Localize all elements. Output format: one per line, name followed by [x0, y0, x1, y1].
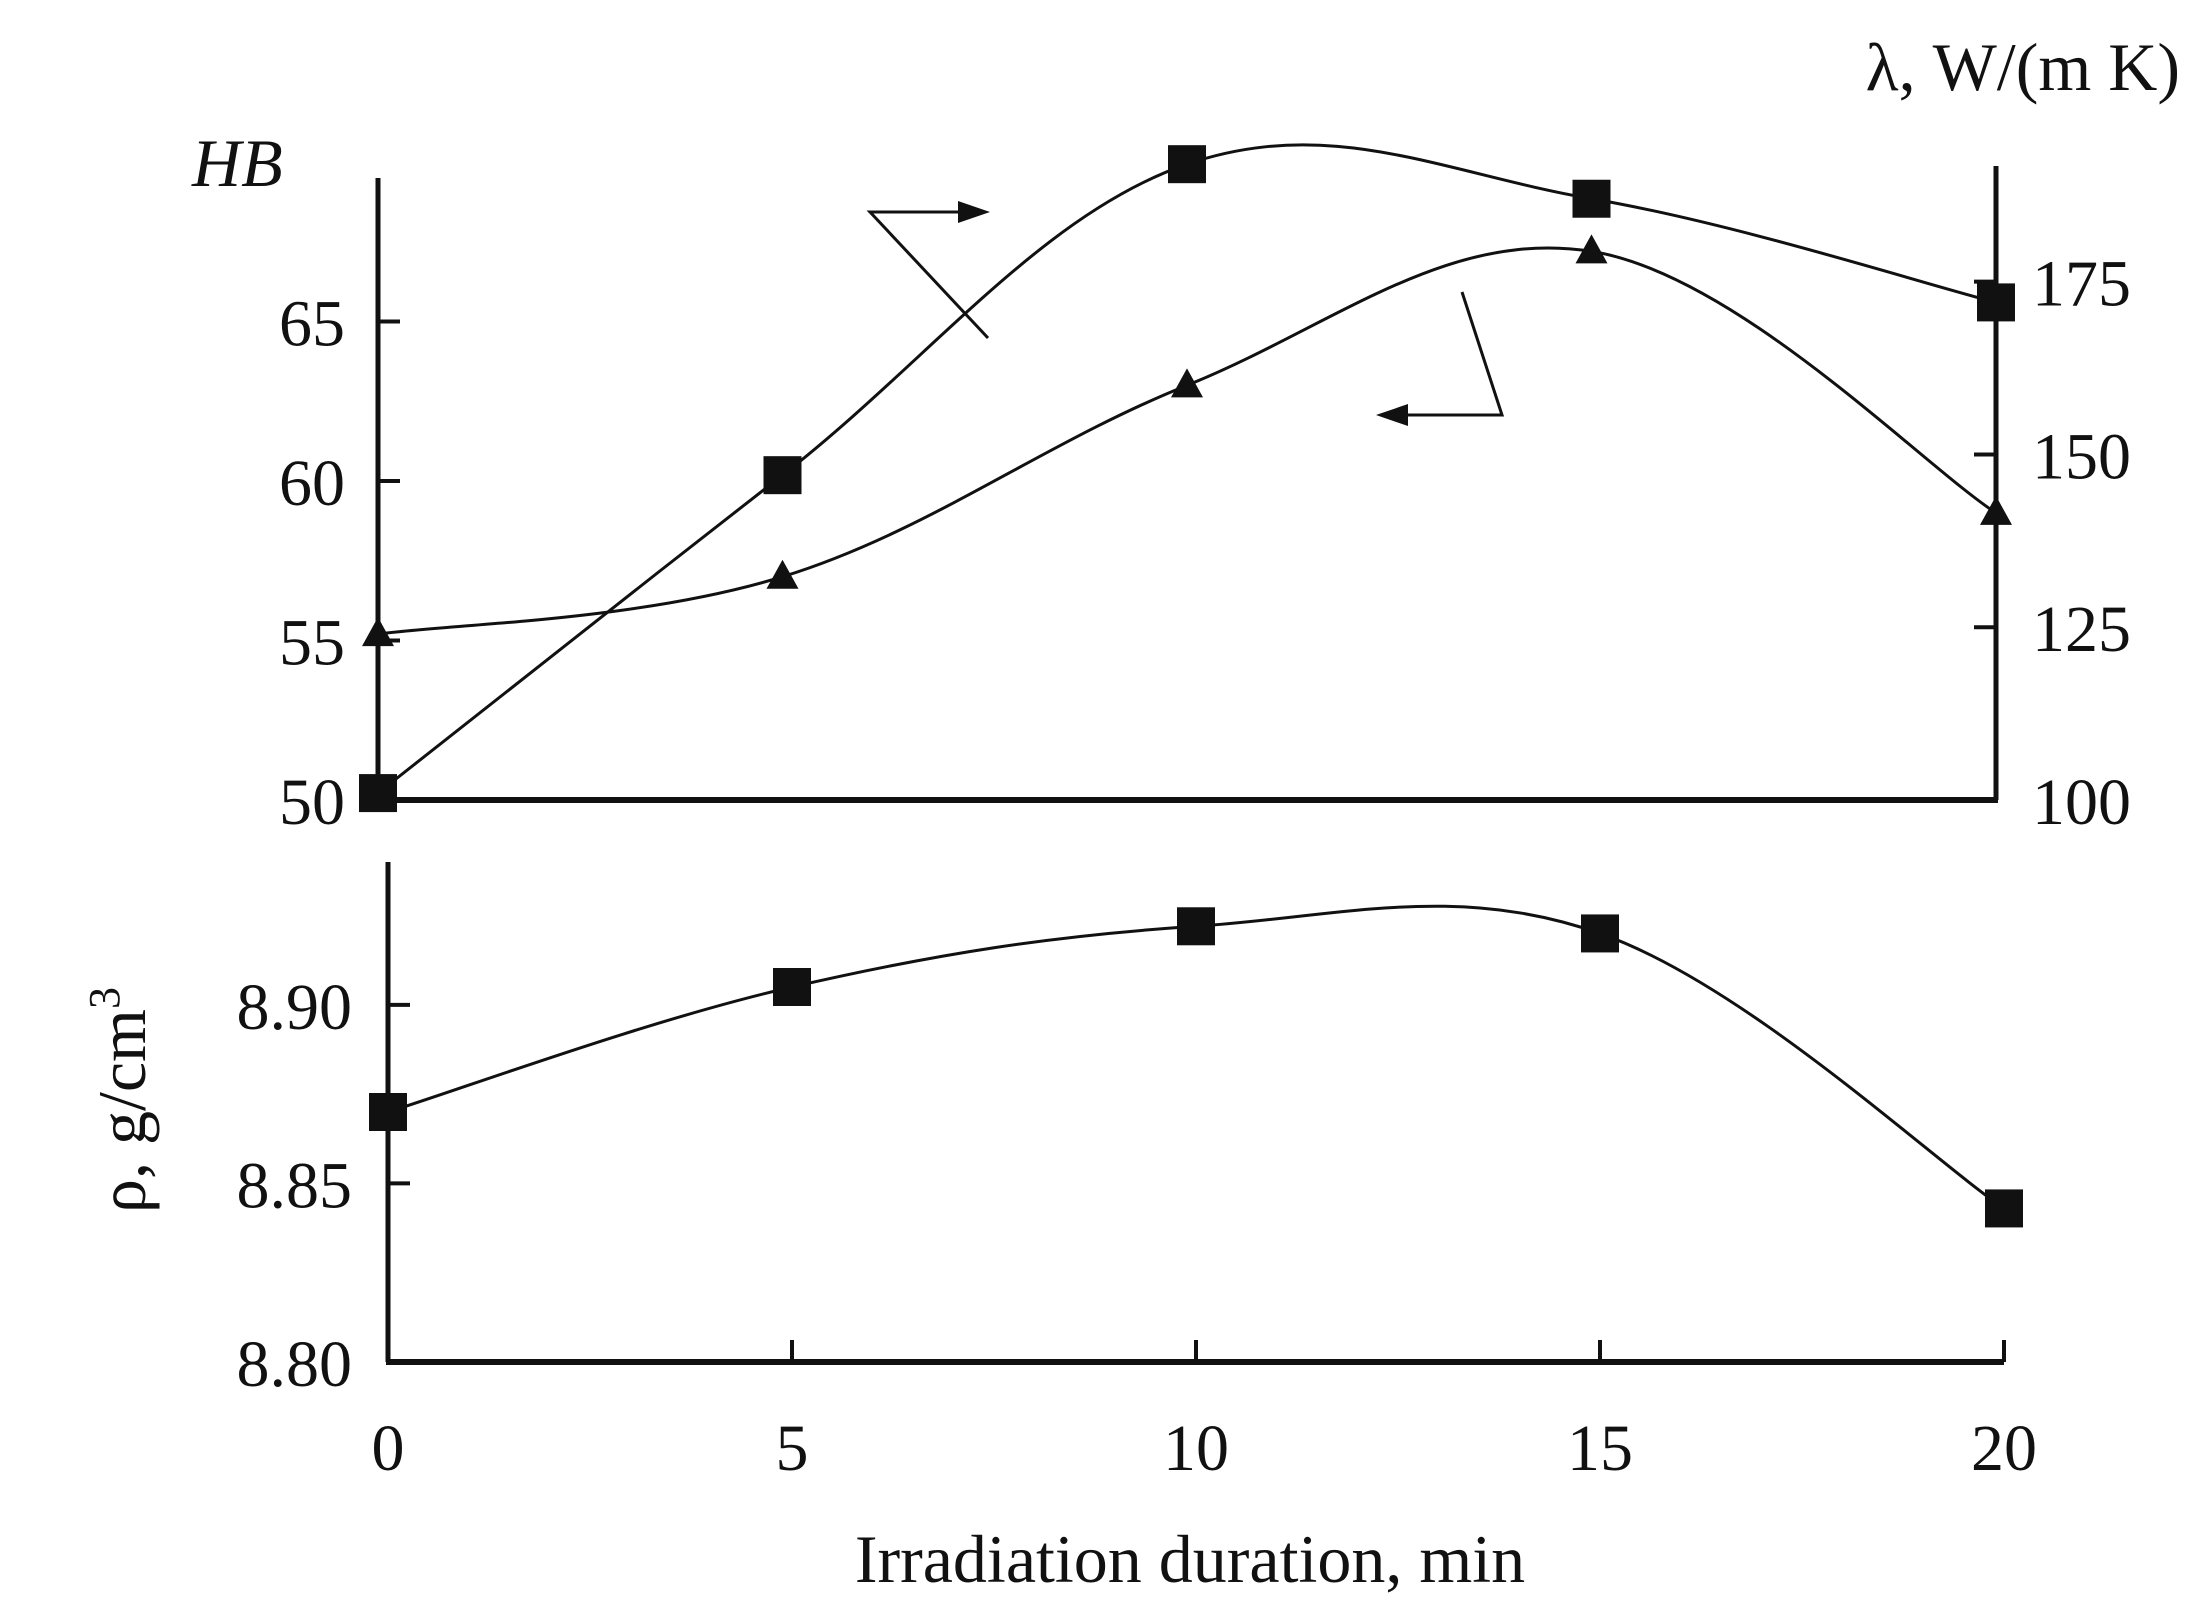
hb-tick-label: 50 — [279, 766, 345, 839]
lambda-tick-label: 125 — [2032, 593, 2131, 666]
lambda-tick-label: 150 — [2032, 420, 2131, 493]
lambda-point — [1572, 179, 1611, 218]
lambda-arrow-annotation — [866, 201, 990, 340]
lambda-tick-label: 175 — [2032, 248, 2131, 321]
density-tick-label: 8.90 — [237, 971, 353, 1044]
density-point — [1177, 907, 1215, 946]
top-panel: HB λ, W/(m K) 50 55 60 65 100 125 150 175 — [191, 29, 2180, 839]
x-axis-ticks: 0 5 10 15 20 — [372, 1340, 2037, 1485]
hb-point — [766, 559, 799, 589]
density-axis-title: ρ, g/cm3 — [80, 987, 160, 1213]
density-point — [773, 968, 811, 1006]
density-ticks: 8.80 8.85 8.90 — [237, 971, 410, 1401]
series-hardness — [362, 234, 2012, 647]
hb-arrowhead — [1376, 404, 1408, 426]
lambda-tick-label: 100 — [2032, 766, 2131, 839]
lambda-curve — [377, 143, 1997, 795]
lambda-arrowhead — [958, 201, 990, 223]
lambda-point — [359, 774, 397, 813]
density-point — [369, 1093, 407, 1131]
density-axis-title-main: ρ, g/cm — [84, 1009, 160, 1213]
x-tick-label: 10 — [1163, 1412, 1229, 1485]
hb-point — [362, 617, 394, 647]
series-thermal-conductivity — [359, 143, 2015, 813]
lambda-point — [763, 456, 802, 495]
x-tick-label: 5 — [776, 1412, 809, 1485]
hb-tick-label: 55 — [279, 607, 345, 680]
hb-arrow-annotation — [1376, 291, 1505, 426]
hb-point — [1980, 495, 2012, 525]
x-tick-label: 15 — [1567, 1412, 1633, 1485]
hb-point — [1575, 234, 1608, 264]
lambda-axis-title: λ, W/(m K) — [1866, 29, 2180, 105]
hb-curve — [377, 246, 1997, 636]
x-axis-title: Irradiation duration, min — [855, 1521, 1525, 1597]
series-density — [369, 904, 2023, 1228]
density-point — [1985, 1189, 2023, 1228]
x-tick-label: 20 — [1971, 1412, 2037, 1485]
hb-tick-label: 65 — [279, 288, 345, 361]
density-axis-title-superscript: 3 — [80, 987, 129, 1009]
density-tick-label: 8.80 — [237, 1328, 353, 1401]
density-curve — [387, 904, 2005, 1210]
lambda-point — [1977, 283, 2015, 322]
hb-ticks: 50 55 60 65 — [279, 288, 400, 839]
hb-axis-title: HB — [191, 125, 283, 201]
lambda-arrow-leader — [866, 210, 990, 340]
bottom-panel: 8.80 8.85 8.90 0 5 10 15 20 ρ, g/cm3 Irradiati… — [80, 862, 2037, 1597]
lambda-ticks: 100 125 150 175 — [1974, 248, 2131, 839]
density-point — [1581, 914, 1619, 953]
hb-tick-label: 60 — [279, 447, 345, 520]
hb-arrow-leader — [1400, 291, 1505, 417]
density-tick-label: 8.85 — [237, 1149, 353, 1222]
hb-point — [1171, 368, 1203, 398]
x-tick-label: 0 — [372, 1412, 405, 1485]
lambda-point — [1168, 145, 1206, 184]
